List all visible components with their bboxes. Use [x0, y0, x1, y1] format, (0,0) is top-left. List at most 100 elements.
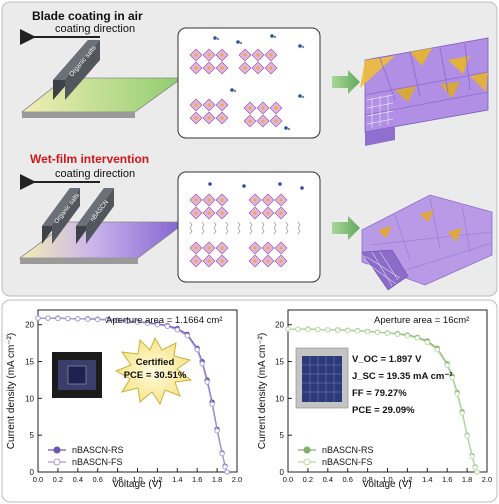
lattice-atom [194, 103, 198, 107]
lattice-atom [256, 53, 260, 57]
row2-film-grains [361, 194, 493, 291]
x-tick-label: 1.6 [192, 475, 202, 484]
row2-process-arrow [332, 216, 360, 240]
data-point [454, 391, 460, 397]
axis-ticks [287, 324, 488, 473]
lattice-atom [207, 246, 211, 250]
data-point [345, 327, 351, 334]
data-point [424, 339, 430, 346]
lattice-atom [279, 259, 283, 263]
metric-pce: PCE = 29.09% [352, 405, 415, 416]
lattice-atom [194, 66, 198, 70]
data-point [164, 323, 171, 329]
row2-title: Wet-film intervention [30, 152, 149, 166]
lattice-atom [248, 119, 252, 123]
data-point [449, 375, 455, 381]
x-tick-label: 2.0 [232, 475, 242, 484]
lattice-atom [220, 53, 224, 57]
data-point [199, 361, 205, 367]
data-point [114, 318, 121, 324]
lattice-atom [279, 246, 283, 250]
y-tick-label: 10 [275, 394, 284, 403]
data-point [154, 322, 161, 328]
ligand-chain [261, 221, 265, 235]
data-point [374, 329, 381, 336]
x-tick-label: 1.8 [462, 475, 472, 484]
lattice-atom [266, 259, 270, 263]
x-tick-label: 1.4 [422, 475, 432, 484]
molecule-dot [273, 35, 277, 39]
lattice-atom [194, 198, 198, 202]
metric-ff: FF = 79.27% [352, 388, 407, 399]
lattice-atom [220, 66, 224, 70]
y-tick-label: 5 [280, 431, 285, 440]
data-point [474, 469, 480, 475]
row1-process-arrow [332, 70, 360, 94]
x-tick-label: 0.6 [342, 475, 352, 484]
row1-title: Blade coating in air [32, 9, 143, 23]
lattice-atom [220, 211, 224, 215]
molecule-dot [298, 94, 302, 98]
molecule-dot [278, 182, 282, 186]
lattice-atom [220, 198, 224, 202]
lattice-atom [220, 259, 224, 263]
x-tick-label: 2.0 [482, 475, 492, 484]
molecule-dot [216, 37, 220, 41]
molecule-dot [233, 89, 237, 93]
lattice-atom [194, 116, 198, 120]
lattice-atom [220, 246, 224, 250]
y-tick-label: 20 [275, 321, 284, 330]
row2-substrate-edge [20, 258, 138, 264]
data-point [464, 433, 470, 439]
lattice-atom [194, 259, 198, 263]
lattice-atom [207, 103, 211, 107]
data-point [55, 315, 61, 322]
data-point [444, 362, 450, 368]
legend-label: nBASCN-FS [72, 457, 123, 467]
lattice-atom [261, 119, 265, 123]
legend-marker [53, 446, 61, 454]
legend-label: nBASCN-FS [322, 457, 373, 467]
y-axis-label: Current density (mA cm⁻²) [6, 333, 17, 449]
ligand-chain [249, 221, 253, 235]
molecule-dot [287, 127, 291, 131]
row1-film-grains [360, 37, 489, 146]
lattice-atom [207, 53, 211, 57]
data-point [214, 428, 220, 434]
x-tick-label: 1.2 [402, 475, 412, 484]
lattice-atom [269, 66, 273, 70]
x-tick-label: 1.2 [152, 475, 162, 484]
lattice-atom [243, 66, 247, 70]
lattice-atom [269, 53, 273, 57]
row2-direction-label: coating direction [55, 168, 135, 180]
data-point [414, 335, 420, 341]
lattice-atom [279, 211, 283, 215]
molecule-dot [242, 184, 246, 188]
data-point [285, 326, 291, 332]
y-tick-label: 15 [25, 358, 34, 367]
lattice-atom [207, 259, 211, 263]
data-point [305, 326, 311, 333]
x-tick-labels: 0.0 0.2 0.4 0.6 0.8 1.0 1.2 1.4 1.6 1.8 2.0 [283, 475, 492, 484]
ligand-chain [213, 221, 217, 235]
ligand-chain [225, 221, 229, 235]
molecule-dot [298, 44, 302, 48]
ligand-chain [237, 221, 241, 235]
x-tick-label: 1.8 [212, 475, 222, 484]
lattice-atom [207, 116, 211, 120]
data-point [224, 469, 230, 475]
data-point [134, 319, 141, 325]
row1-blade-top [53, 40, 100, 80]
row1-substrate-edge [22, 112, 135, 118]
legend-label: nBASCN-RS [72, 445, 124, 455]
x-axis-label: Voltage (V) [112, 479, 161, 490]
lattice-atom [194, 246, 198, 250]
data-point [404, 333, 411, 339]
aperture-annotation: Aperture area = 16cm² [374, 315, 469, 326]
aperture-annotation: Aperture area = 1.1664 cm² [106, 315, 222, 326]
y-tick-label: 10 [25, 394, 34, 403]
molecule-dot [270, 34, 274, 38]
data-point [105, 317, 111, 323]
x-tick-label: 0.4 [73, 475, 83, 484]
molecule-dot [284, 126, 288, 130]
